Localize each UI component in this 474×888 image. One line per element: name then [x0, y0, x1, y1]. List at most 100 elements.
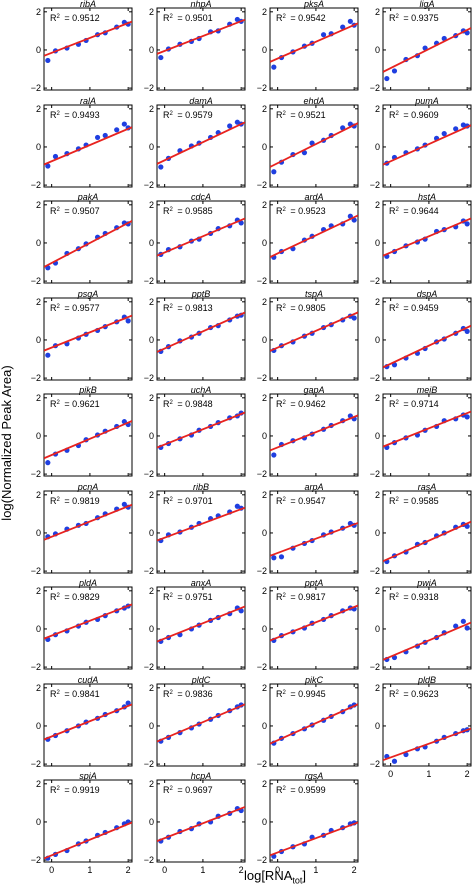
- panel-plot-area: [44, 501, 132, 541]
- panel-nhpA: −2 0 2 nhpA R2 = 0.9501: [144, 0, 246, 93]
- data-point: [384, 75, 390, 82]
- fit-line: [383, 727, 471, 762]
- panel-plot-area: [157, 311, 245, 354]
- panel-plot-area: [383, 520, 471, 565]
- x-tick-label: 1: [426, 769, 431, 779]
- y-tick-label: −2: [257, 180, 267, 190]
- data-point: [464, 414, 470, 420]
- panel-title: gapA: [303, 385, 324, 395]
- y-tick-label: 0: [262, 721, 267, 731]
- data-point: [320, 32, 327, 38]
- fit-line: [44, 603, 132, 640]
- data-point: [52, 153, 59, 160]
- panel-title: ralA: [80, 96, 96, 106]
- y-tick-label: 0: [149, 142, 154, 152]
- panel-frame: [382, 393, 472, 477]
- y-tick-label: −2: [31, 276, 41, 286]
- r-squared-label: R2 = 0.9493: [50, 110, 100, 120]
- y-tick-label: −2: [257, 469, 267, 479]
- panel-plot-area: [270, 604, 358, 643]
- panel-title: damA: [189, 96, 213, 106]
- panel-title: rasA: [418, 482, 437, 492]
- panel-pksA: −2 0 2 pksA R2 = 0.9542: [257, 0, 359, 93]
- panel-pldB: −2 0 2 0 1 2 pldB R2 = 0.9623: [370, 675, 472, 779]
- fit-line: [44, 503, 132, 541]
- panel-plot-area: [157, 503, 245, 544]
- y-tick-label: 0: [36, 142, 41, 152]
- data-point: [227, 123, 233, 129]
- fit-line: [383, 124, 471, 166]
- fit-line: [157, 506, 245, 542]
- panel-title: uchA: [191, 385, 212, 395]
- panel-title: pptB: [191, 289, 211, 299]
- panel-frame: [382, 586, 472, 670]
- data-point: [391, 758, 398, 764]
- x-tick-label: 1: [200, 865, 205, 875]
- r-squared-label: R2 = 0.9512: [50, 13, 100, 23]
- y-tick-label: −2: [370, 759, 380, 769]
- r-squared-label: R2 = 0.9841: [50, 689, 100, 699]
- panel-psgA: −2 0 2 psgA R2 = 0.9577: [31, 289, 133, 383]
- panel-frame: [156, 297, 246, 381]
- panel-title: spiA: [79, 771, 97, 781]
- panel-frame: [269, 7, 359, 91]
- y-tick-label: 2: [36, 683, 41, 693]
- panel-frame: [156, 393, 246, 477]
- data-point: [271, 64, 277, 70]
- panel-title: pcnA: [77, 482, 99, 492]
- r-squared-label: R2 = 0.9585: [389, 496, 439, 506]
- panel-title: meiB: [417, 385, 438, 395]
- panel-frame: [269, 297, 359, 381]
- panel-plot-area: [44, 220, 132, 271]
- panel-rasA: −2 0 2 rasA R2 = 0.9585: [370, 482, 472, 576]
- y-tick-label: −2: [31, 566, 41, 576]
- fit-line: [44, 126, 132, 166]
- panel-ehdA: −2 0 2 ehdA R2 = 0.9521: [257, 96, 359, 190]
- y-tick-label: 2: [262, 683, 267, 693]
- panel-ralA: −2 0 2 ralA R2 = 0.9493: [31, 96, 133, 190]
- y-tick-label: 0: [149, 238, 154, 248]
- y-tick-label: 2: [375, 7, 380, 17]
- y-tick-label: 0: [375, 431, 380, 441]
- y-tick-label: −2: [257, 373, 267, 383]
- panel-frame: [382, 200, 472, 284]
- fit-line: [270, 122, 358, 168]
- panel-plot-area: [44, 700, 132, 742]
- panel-frame: [43, 683, 133, 767]
- y-tick-label: −2: [31, 180, 41, 190]
- fit-line: [157, 311, 245, 353]
- panel-title: pikC: [304, 675, 324, 685]
- panel-frame: [156, 683, 246, 767]
- panel-title: pksA: [303, 0, 324, 9]
- panel-plot-area: [157, 806, 245, 844]
- fit-line: [44, 821, 132, 860]
- panel-title: cdcA: [191, 192, 211, 202]
- panel-meiB: −2 0 2 meiB R2 = 0.9714: [370, 385, 472, 479]
- panel-frame: [269, 200, 359, 284]
- y-tick-label: 0: [149, 45, 154, 55]
- r-squared-label: R2 = 0.9459: [389, 303, 439, 313]
- panel-title: pldC: [191, 675, 211, 685]
- panel-title: tspA: [305, 289, 323, 299]
- r-squared-label: R2 = 0.9609: [389, 110, 439, 120]
- r-squared-label: R2 = 0.9813: [163, 303, 213, 313]
- data-point: [351, 315, 357, 321]
- r-squared-label: R2 = 0.9805: [276, 303, 326, 313]
- y-tick-label: −2: [31, 759, 41, 769]
- panel-title: ehdA: [303, 96, 324, 106]
- y-tick-label: −2: [370, 469, 380, 479]
- fit-line: [44, 220, 132, 268]
- x-tick-label: 0: [49, 865, 54, 875]
- data-point: [45, 352, 51, 358]
- panel-frame: [43, 297, 133, 381]
- panel-pikC: −2 0 2 pikC R2 = 0.9945: [257, 675, 359, 769]
- panel-pptA: −2 0 2 pptA R2 = 0.9817: [257, 578, 359, 672]
- data-point: [453, 126, 459, 132]
- panel-cudA: −2 0 2 cudA R2 = 0.9841: [31, 675, 133, 769]
- r-squared-label: R2 = 0.9599: [276, 785, 326, 795]
- y-tick-label: 0: [149, 335, 154, 345]
- panel-plot-area: [270, 413, 358, 458]
- y-tick-label: 0: [36, 528, 41, 538]
- panel-frame: [43, 779, 133, 863]
- y-tick-label: −2: [144, 662, 154, 672]
